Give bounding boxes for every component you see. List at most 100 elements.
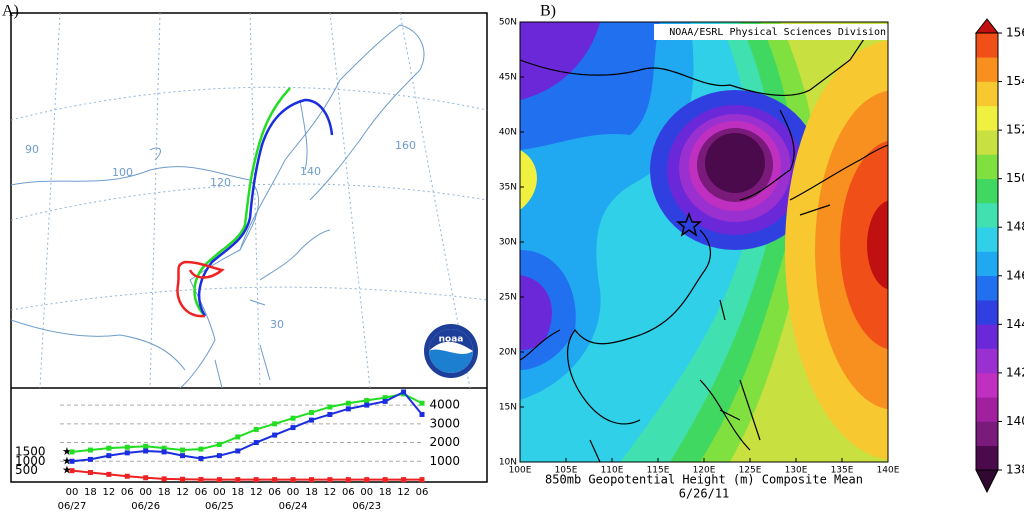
start-height-label: 1000: [15, 454, 46, 468]
logo-text: noaa: [439, 335, 464, 345]
profile-marker: [401, 477, 407, 483]
x-tick-label: 00: [139, 487, 152, 498]
profile-marker: [143, 448, 149, 454]
trajectory-red: [176, 260, 225, 318]
date-label: 06/27: [58, 501, 87, 512]
y-tick-label: 15N: [499, 403, 517, 413]
profile-marker: [308, 417, 314, 423]
altitude-profile: 1000 2000 3000 4000 1500 ★ 1000 ★ 500 ★ 00 18 12 06 00…: [15, 389, 460, 512]
colorbar-band: [976, 300, 998, 325]
x-tick-label: 00: [287, 487, 300, 498]
profile-marker: [198, 476, 204, 482]
profile-marker: [161, 476, 167, 482]
start-star: ★: [62, 464, 72, 477]
profile-marker: [143, 475, 149, 481]
profile-marker: [272, 432, 278, 438]
colorbar-band: [976, 421, 998, 447]
profile-marker: [290, 425, 296, 431]
noaa-logo: noaa: [424, 324, 478, 378]
x-tick-label: 18: [158, 487, 171, 498]
colorbar-band: [976, 251, 998, 277]
colorbar-label: 1560: [1006, 26, 1024, 40]
map-date: 6/26/11: [679, 487, 730, 501]
profile-marker: [198, 455, 204, 461]
map-a: 90 100 120 140 160 30 noaa: [11, 13, 487, 388]
x-tick-label: 06: [195, 487, 208, 498]
profile-marker: [124, 444, 130, 450]
profile-marker: [180, 476, 186, 482]
profile-marker: [180, 447, 186, 453]
profile-marker: [180, 453, 186, 459]
trajectory-green: [193, 87, 291, 317]
profile-marker: [419, 477, 425, 483]
profile-marker: [216, 453, 222, 459]
y-tick-label: 10N: [499, 458, 517, 468]
colorbar-band: [976, 105, 998, 131]
colorbar: 1380 1400 1420 1440 1460 1480 1500 1520 1540 1560: [974, 18, 1024, 494]
x-tick-label: 00: [360, 487, 373, 498]
start-height-label: 500: [15, 463, 38, 477]
profile-marker: [345, 477, 351, 483]
start-star: ★: [62, 454, 72, 467]
profile-marker: [401, 389, 407, 395]
colorbar-band: [976, 154, 998, 179]
start-height-label: 1500: [15, 444, 46, 458]
profile-line: [71, 392, 423, 453]
y-tick-label: 4000: [429, 398, 460, 412]
colorbar-band: [976, 33, 998, 58]
profile-marker: [161, 445, 167, 451]
x-tick-label: 12: [176, 487, 189, 498]
x-tick-label: 140E: [877, 466, 900, 476]
profile-marker: [290, 415, 296, 421]
y-tick-label: 40N: [499, 128, 517, 138]
x-tick-label: 06: [342, 487, 355, 498]
y-tick-label: 2000: [429, 435, 460, 449]
profile-marker: [161, 449, 167, 455]
field-map: NOAA/ESRL Physical Sciences Division: [520, 22, 888, 462]
profile-marker: [364, 397, 370, 403]
profile-marker: [419, 411, 425, 417]
profile-marker: [216, 441, 222, 447]
colorbar-label: 1380: [1006, 463, 1024, 477]
profile-marker: [235, 477, 241, 483]
x-tick-label: 18: [379, 487, 392, 498]
colorbar-band: [976, 324, 998, 349]
date-label: 06/25: [205, 501, 234, 512]
y-tick-label: 3000: [429, 416, 460, 430]
colorbar-band: [976, 445, 998, 471]
colorbar-band: [976, 178, 998, 204]
date-label: 06/23: [352, 501, 381, 512]
colorbar-frame: [975, 32, 999, 471]
profile-marker: [69, 468, 75, 474]
y-tick-label: 1000: [429, 454, 460, 468]
colorbar-under: [975, 469, 999, 494]
x-tick-label: 00: [213, 487, 226, 498]
colorbar-band: [976, 202, 998, 228]
x-tick-label: 18: [231, 487, 244, 498]
date-label: 06/26: [131, 501, 160, 512]
trajectory-blue: [197, 98, 334, 317]
x-tick-label: 18: [84, 487, 97, 498]
y-tick-label: 50N: [499, 18, 517, 28]
x-tick-label: 110E: [601, 466, 624, 476]
site-star: [675, 211, 703, 237]
profile-marker: [382, 398, 388, 404]
profile-marker: [419, 400, 425, 406]
x-tick-label: 12: [250, 487, 263, 498]
credit: NOAA/ESRL Physical Sciences Division: [669, 27, 886, 38]
x-tick-label: 06: [416, 487, 429, 498]
profile-marker: [382, 395, 388, 401]
profile-marker: [87, 470, 93, 476]
profile-marker: [272, 421, 278, 427]
profile-marker: [106, 453, 112, 459]
colorbar-band: [976, 397, 998, 422]
profile-marker: [364, 402, 370, 408]
x-tick-label: 12: [324, 487, 337, 498]
date-label: 06/24: [279, 501, 308, 512]
x-tick-label: 00: [66, 487, 79, 498]
x-tick-label: 12: [102, 487, 115, 498]
y-tick-label: 35N: [499, 183, 517, 193]
map-labels: 90 100 120 140 160 30: [25, 139, 416, 331]
y-tick-label: 20N: [499, 348, 517, 358]
